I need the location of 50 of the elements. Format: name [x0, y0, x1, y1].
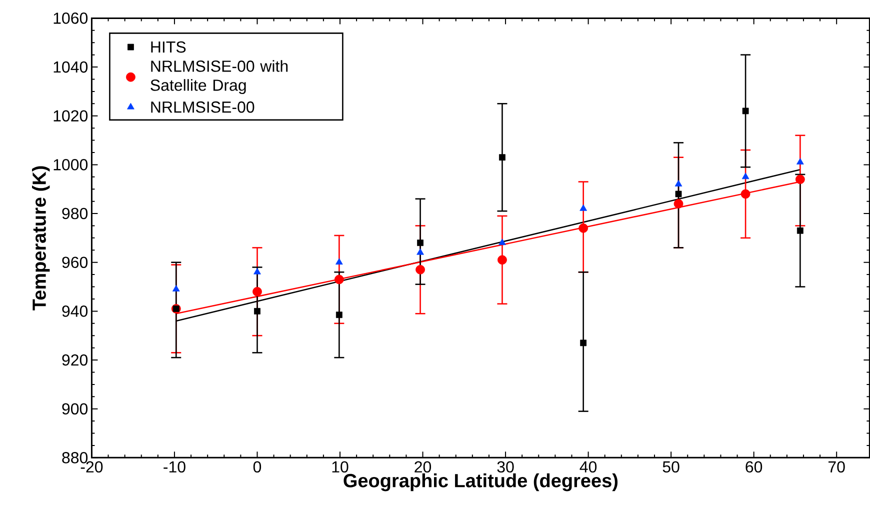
x-tick-label: 20 — [414, 461, 432, 473]
y-tick-label: 1040 — [54, 61, 88, 73]
x-tick-label: 40 — [580, 461, 597, 473]
point — [674, 180, 682, 186]
point — [416, 264, 425, 274]
y-tick-label: 1020 — [54, 110, 88, 122]
point — [334, 274, 344, 284]
point — [742, 172, 750, 180]
x-tick-label: 70 — [828, 461, 845, 473]
y-tick-label: 1000 — [54, 159, 88, 170]
y-tick-label: 940 — [62, 306, 88, 317]
y-tick-label: 960 — [62, 256, 88, 268]
point — [796, 227, 804, 234]
y-tick-label: 880 — [62, 452, 88, 464]
point — [498, 238, 506, 246]
legend-label: HITS — [151, 41, 186, 53]
point — [740, 189, 750, 199]
point — [172, 285, 180, 292]
x-tick-label: -20 — [80, 461, 103, 473]
point — [336, 312, 342, 318]
point — [795, 174, 805, 184]
point — [498, 255, 507, 265]
point — [254, 308, 260, 314]
point — [416, 248, 424, 255]
legend-label: NRLMSISE-00 with Satellite Drag — [150, 60, 288, 94]
y-tick-label: 980 — [62, 208, 88, 220]
point — [499, 154, 506, 161]
point — [252, 286, 262, 296]
point — [675, 190, 682, 198]
x-tick-label: -10 — [164, 461, 186, 473]
y-axis-title: Temperature (K) — [32, 166, 50, 310]
x-tick-label: 60 — [746, 461, 762, 473]
x-tick-label: 50 — [662, 461, 680, 473]
y-tick-label: 1060 — [54, 12, 88, 24]
x-tick-label: 10 — [332, 461, 348, 473]
y-tick-label: 900 — [62, 403, 88, 415]
point — [336, 258, 343, 265]
point — [674, 199, 684, 208]
point — [580, 340, 587, 346]
point — [578, 223, 588, 233]
point — [796, 158, 804, 164]
point — [254, 268, 261, 274]
x-axis-title: Geographic Latitude (degrees) — [344, 473, 618, 492]
point — [742, 108, 749, 114]
x-tick-label: 0 — [253, 461, 262, 473]
point — [580, 204, 587, 211]
x-tick-label: 30 — [497, 461, 514, 473]
legend-label: NRLMSISE-00 — [151, 101, 254, 113]
point — [417, 240, 424, 246]
y-tick-label: 920 — [62, 354, 88, 366]
